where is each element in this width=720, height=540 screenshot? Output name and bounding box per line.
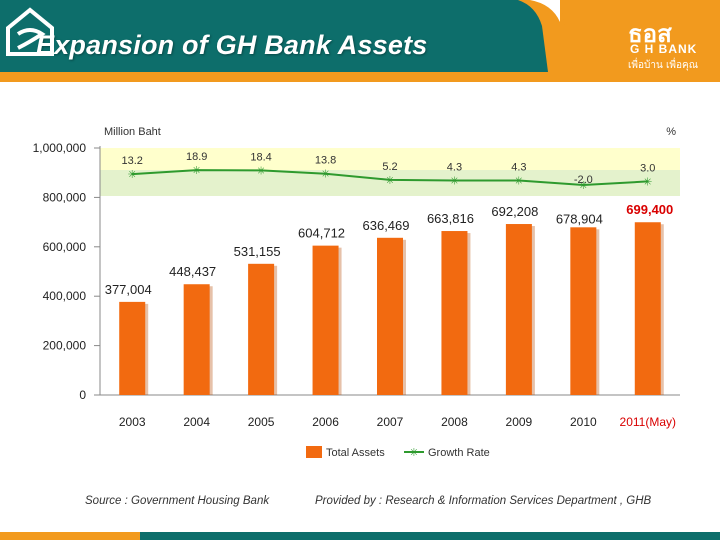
chart-axes: 0 200,000 400,000 600,000 800,000 1,000,000 Mi…	[33, 126, 680, 429]
x-tick-label: 2008	[441, 415, 468, 429]
x-tick-label: 2003	[119, 415, 146, 429]
bar-value-label: 663,816	[427, 211, 474, 226]
y-tick-label: 400,000	[43, 289, 87, 303]
y-tick-label: 1,000,000	[33, 141, 87, 155]
y2-axis-label: %	[666, 126, 676, 138]
total-assets-bars	[119, 222, 664, 395]
bar-value-label: 636,469	[363, 218, 410, 233]
y-tick-label: 200,000	[43, 339, 87, 353]
header-banner	[0, 0, 720, 82]
growth-value-label: 4.3	[511, 162, 526, 174]
bar-value-label: 377,004	[105, 282, 152, 297]
growth-value-label: 13.8	[315, 155, 336, 167]
bar-value-label: 531,155	[234, 244, 281, 259]
y-axis-label: Million Baht	[104, 126, 161, 138]
logo-english-text: G H BANK	[630, 42, 698, 56]
y-tick-label: 800,000	[43, 190, 87, 204]
growth-value-label: 13.2	[122, 155, 143, 167]
growth-point: ✳	[579, 179, 588, 192]
y-tick-label: 600,000	[43, 240, 87, 254]
bar-value-label: 448,437	[169, 264, 216, 279]
bar-value-label: 604,712	[298, 226, 345, 241]
assets-chart: 0 200,000 400,000 600,000 800,000 1,000,000 Mi…	[33, 126, 680, 459]
bar	[505, 224, 532, 395]
header-teal-shape	[0, 0, 548, 72]
growth-value-label: 18.9	[186, 151, 207, 163]
bar	[119, 301, 146, 395]
legend-label-total-assets: Total Assets	[326, 447, 385, 459]
growth-value-label: 3.0	[640, 162, 655, 174]
legend-swatch-total-assets	[306, 446, 322, 458]
x-tick-label: 2005	[248, 415, 275, 429]
growth-value-label: 18.4	[250, 151, 271, 163]
x-tick-label: 2006	[312, 415, 339, 429]
x-tick-label: 2011(May)	[620, 415, 676, 429]
slide-title: Expansion of GH Bank Assets	[36, 30, 428, 60]
y-tick-label: 0	[79, 388, 86, 402]
total-assets-labels: 377,004 448,437 531,155 604,712 636,469 663,8…	[105, 202, 674, 297]
growth-point: ✳	[321, 168, 330, 181]
bar-value-label: 699,400	[626, 202, 673, 217]
provided-by-note: Provided by : Research & Information Ser…	[315, 495, 652, 507]
bar	[312, 245, 339, 395]
bottom-bar	[0, 532, 720, 540]
x-tick-label: 2007	[377, 415, 404, 429]
growth-band-bottom	[100, 170, 680, 196]
growth-point: ✳	[128, 168, 137, 181]
legend-label-growth-rate: Growth Rate	[428, 447, 490, 459]
house-logo-icon	[6, 7, 54, 56]
growth-point: ✳	[643, 175, 652, 188]
growth-point: ✳	[450, 175, 459, 188]
growth-value-label: 5.2	[382, 161, 397, 173]
bar	[377, 237, 403, 395]
growth-rate-bands	[100, 148, 680, 196]
bar-value-label: 678,904	[556, 211, 603, 226]
logo-tagline: เพื่อบ้าน เพื่อคุณ	[628, 60, 698, 71]
growth-value-label: -2.0	[574, 174, 593, 186]
growth-point: ✳	[257, 164, 266, 177]
growth-point: ✳	[192, 164, 201, 177]
source-note: Source : Government Housing Bank	[85, 495, 270, 507]
slide-header: Expansion of GH Bank Assets ธอส G H BANK…	[0, 0, 720, 82]
x-tick-label: 2010	[570, 415, 597, 429]
growth-point: ✳	[514, 175, 523, 188]
legend-marker-growth-rate: ✳	[409, 446, 418, 459]
chart-legend: Total Assets ✳ Growth Rate	[306, 446, 490, 459]
growth-value-label: 4.3	[447, 162, 462, 174]
growth-band-top	[100, 148, 680, 170]
bar	[634, 222, 661, 395]
growth-point: ✳	[385, 174, 394, 187]
logo-thai-text: ธอส	[628, 20, 672, 48]
bar	[248, 263, 275, 395]
bar	[183, 284, 210, 395]
bar-value-label: 692,208	[491, 204, 538, 219]
growth-rate-series: ✳13.2✳18.9✳18.4✳13.8✳5.2✳4.3✳4.3✳-2.0 ✳3.…	[122, 151, 656, 192]
x-tick-label: 2009	[506, 415, 533, 429]
bar	[441, 231, 468, 395]
bar	[570, 227, 597, 395]
growth-line	[132, 169, 648, 187]
x-tick-label: 2004	[183, 415, 210, 429]
